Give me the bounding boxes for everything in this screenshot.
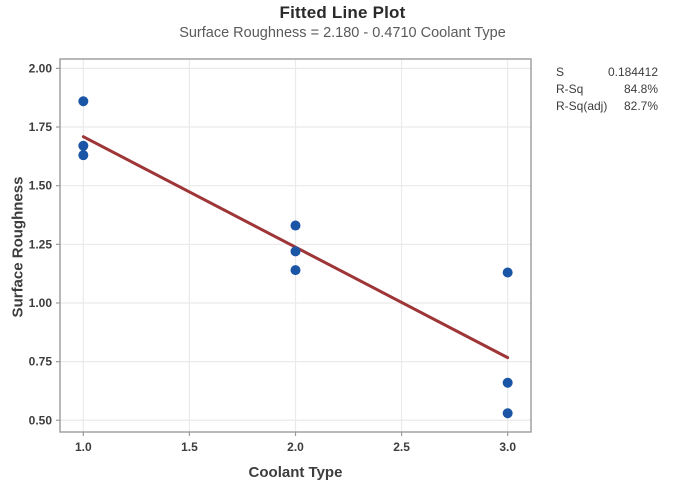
chart-title: Fitted Line Plot: [279, 3, 406, 22]
y-tick-label: 0.75: [29, 355, 53, 369]
data-point: [78, 150, 89, 161]
data-point: [502, 377, 513, 388]
y-tick-label: 2.00: [29, 61, 53, 75]
stat-row-rsq: R-Sq 84.8%: [556, 81, 658, 98]
stat-label-s: S: [556, 65, 565, 79]
x-tick-label: 2.5: [393, 440, 410, 454]
x-axis-title: Coolant Type: [248, 464, 343, 481]
y-tick-label: 1.75: [29, 120, 53, 134]
stat-value-s: 0.184412: [607, 65, 658, 79]
data-point: [290, 265, 301, 276]
data-point: [290, 220, 301, 231]
stat-value-rsq-adj: 82.7%: [623, 99, 658, 113]
stat-row-rsq-adj: R-Sq(adj) 82.7%: [556, 98, 658, 115]
y-tick-label: 1.25: [29, 237, 53, 251]
data-point: [78, 96, 89, 107]
data-point: [78, 140, 89, 151]
x-tick-label: 1.0: [75, 440, 92, 454]
model-summary-stats: S 0.184412 R-Sq 84.8% R-Sq(adj) 82.7%: [556, 64, 658, 115]
y-tick-label: 1.00: [29, 296, 53, 310]
stat-label-rsq-adj: R-Sq(adj): [556, 99, 608, 113]
data-point: [290, 246, 301, 257]
data-point: [502, 408, 513, 419]
x-tick-label: 1.5: [181, 440, 198, 454]
stat-value-rsq: 84.8%: [623, 82, 658, 96]
stat-row-s: S 0.184412: [556, 64, 658, 81]
x-tick-label: 2.0: [287, 440, 304, 454]
y-tick-label: 1.50: [29, 179, 53, 193]
y-tick-label: 0.50: [29, 413, 53, 427]
data-point: [502, 267, 513, 278]
x-tick-label: 3.0: [499, 440, 516, 454]
stat-label-rsq: R-Sq: [556, 82, 584, 96]
chart-subtitle-equation: Surface Roughness = 2.180 - 0.4710 Coola…: [179, 25, 506, 41]
